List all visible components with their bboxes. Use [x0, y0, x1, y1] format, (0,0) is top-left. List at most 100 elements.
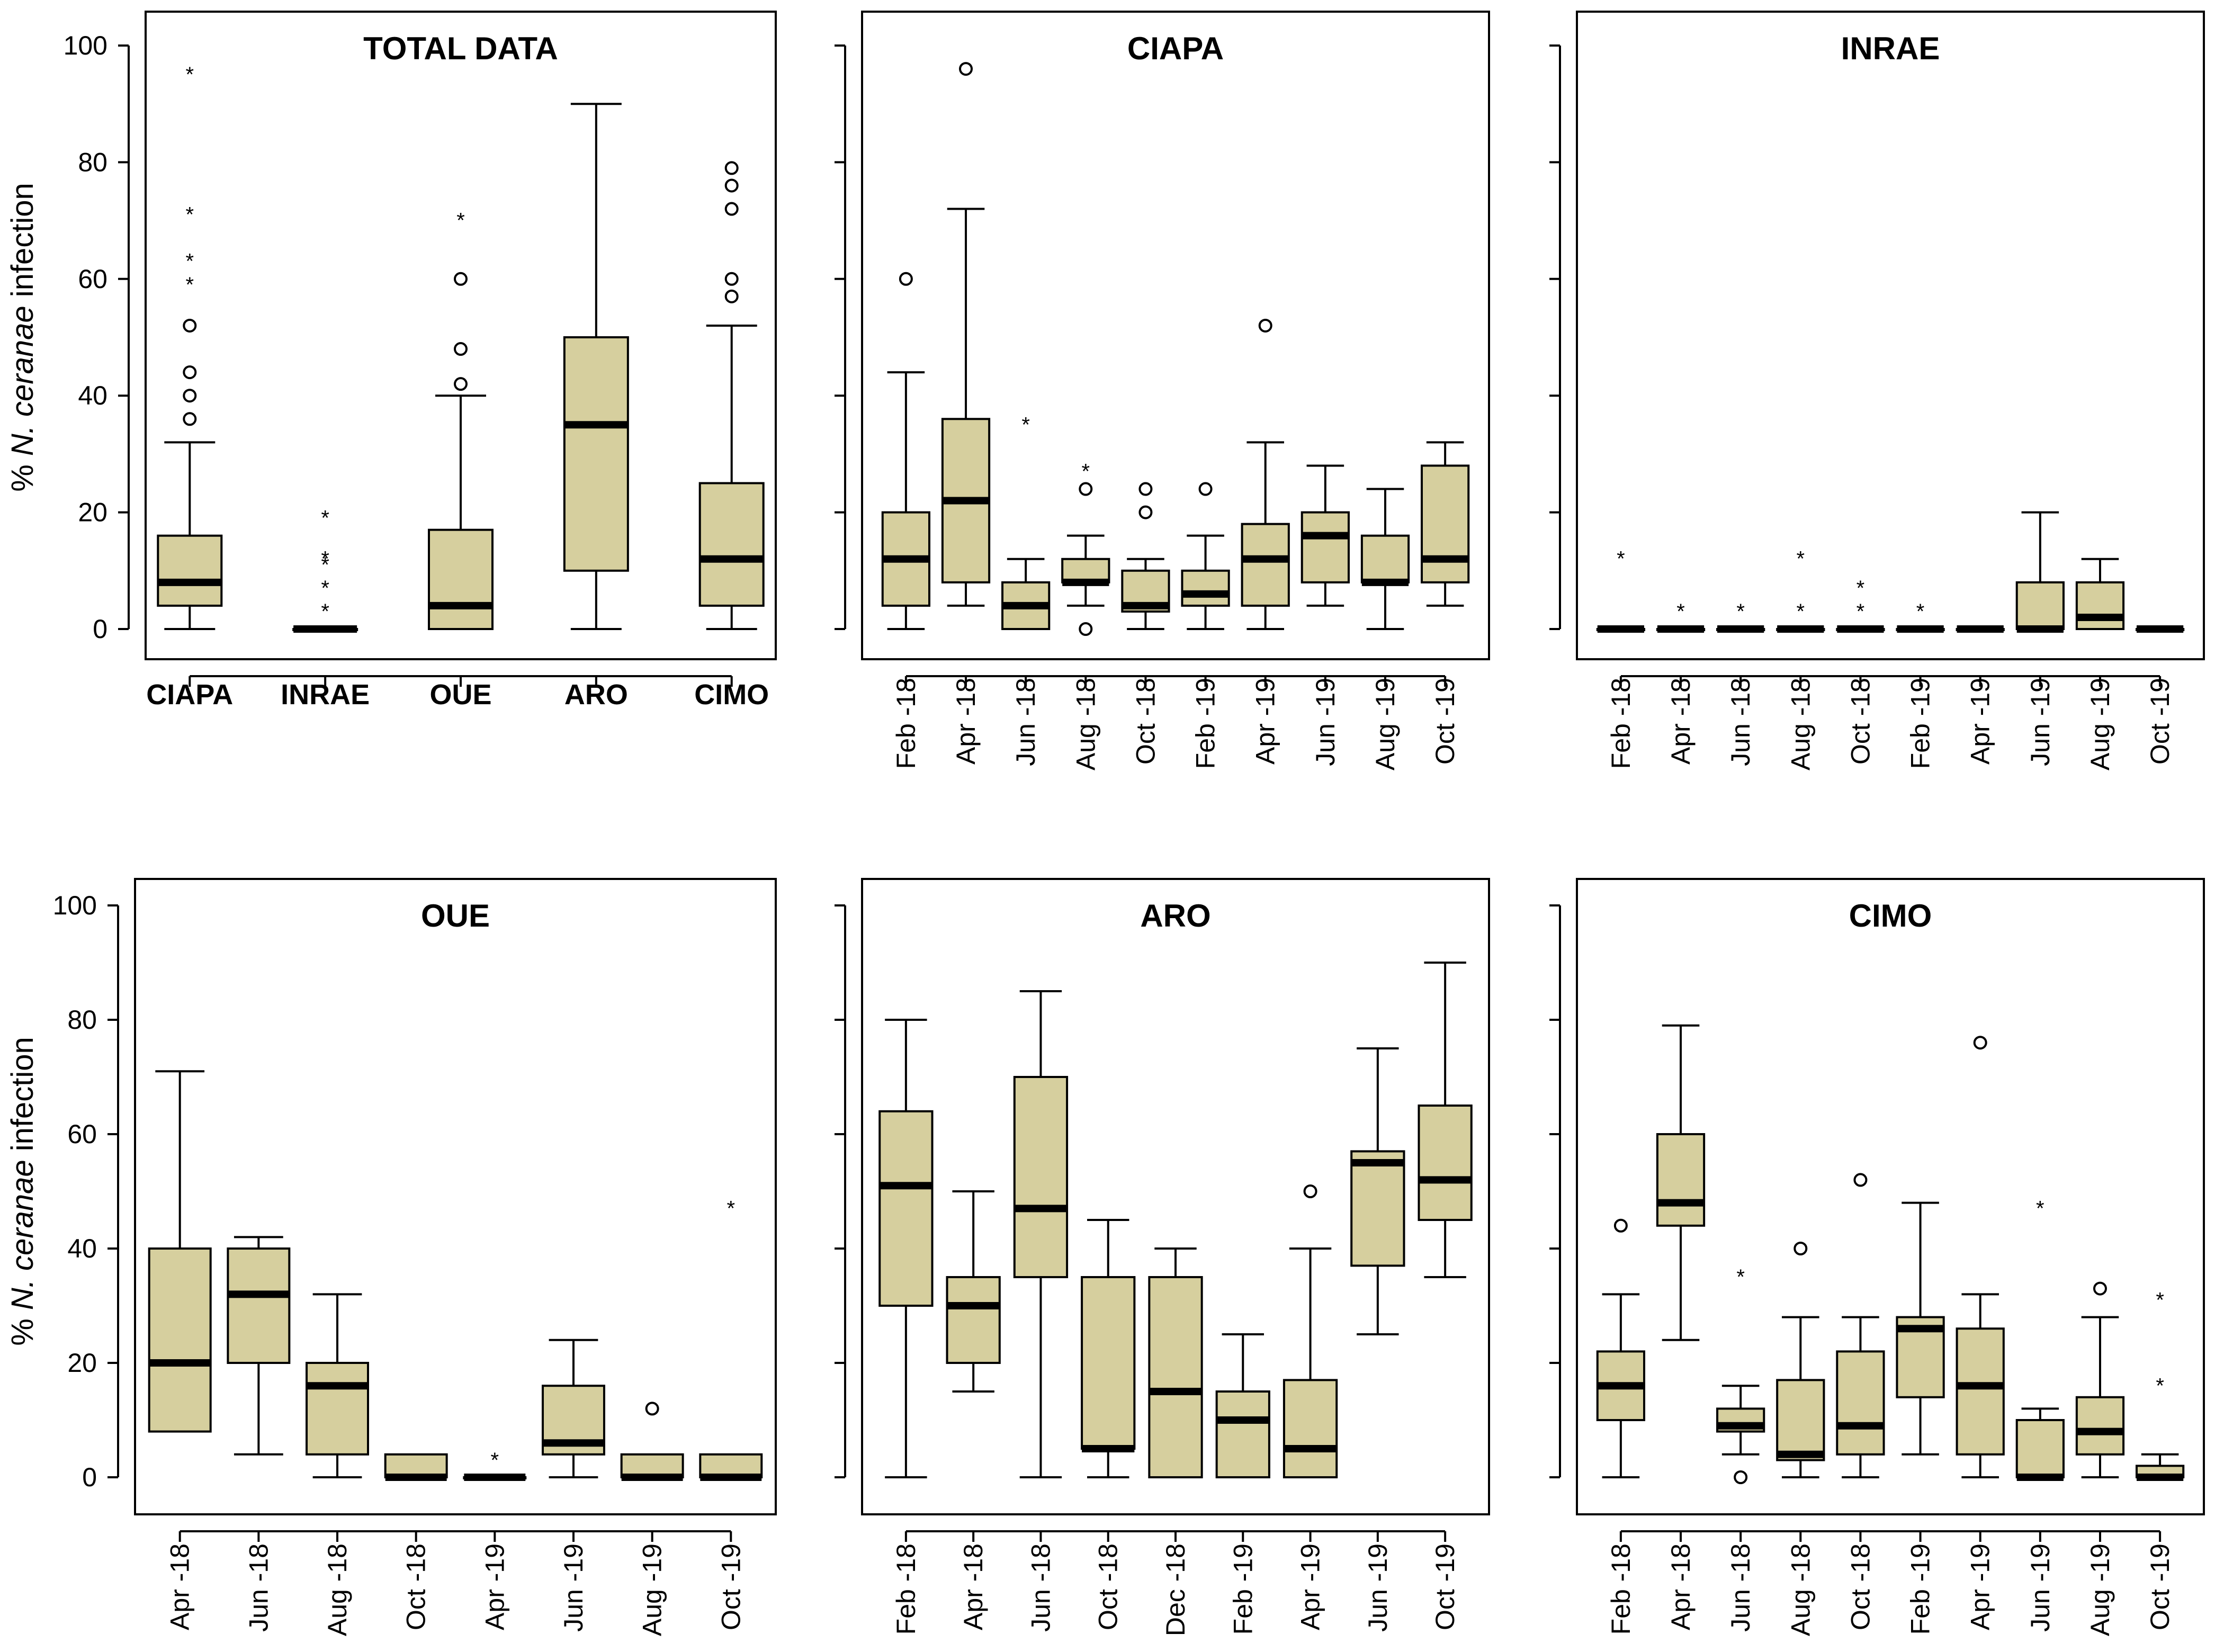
x-tick-label: Feb -19 — [1906, 1543, 1935, 1635]
x-tick-label: Aug -19 — [1370, 678, 1400, 770]
extreme-star: * — [1916, 600, 1925, 623]
outlier-circle — [1613, 1218, 1628, 1233]
y-axis-label-suffix: infection — [5, 1037, 40, 1160]
outlier-circle — [724, 272, 739, 286]
extreme-star: * — [321, 600, 329, 623]
extreme-star: * — [1857, 577, 1865, 600]
box-group: OUE * — [428, 209, 494, 711]
box-group: Jun -19 — [1350, 1047, 1405, 1632]
iqr-box — [878, 1110, 934, 1307]
x-tick-label: Aug -18 — [1786, 1543, 1815, 1636]
x-tick-label: Feb -18 — [891, 1543, 921, 1635]
iqr-box — [563, 336, 629, 572]
extreme-star: * — [186, 273, 194, 297]
x-tick-label: Jun -19 — [2025, 678, 2055, 766]
x-tick-label: Jun -18 — [1026, 1543, 1055, 1632]
extreme-star: * — [186, 63, 194, 86]
x-tick-label: Apr -19 — [1966, 678, 1995, 765]
x-tick-label: Apr -19 — [1966, 1543, 1995, 1630]
iqr-box — [2075, 1396, 2125, 1456]
box-group: CIMO — [694, 161, 769, 711]
plot-frame — [861, 11, 1490, 660]
box-group: CIAPA**** — [146, 63, 233, 711]
chart-title: CIAPA — [1127, 31, 1224, 66]
y-tick-label: 40 — [67, 1234, 97, 1263]
iqr-box — [306, 1362, 369, 1456]
outlier-circle — [724, 289, 739, 303]
x-tick-label: Aug -18 — [322, 1543, 352, 1636]
y-tick-label: 0 — [82, 1462, 97, 1492]
x-tick-label: Oct -18 — [1131, 678, 1160, 765]
x-tick-label: Jun -19 — [559, 1543, 588, 1632]
x-tick-label: Apr -18 — [951, 678, 981, 765]
iqr-box — [698, 482, 765, 607]
box-group: Oct -19 — [2135, 625, 2185, 765]
extreme-star: * — [1736, 1265, 1745, 1289]
y-tick-label: 0 — [93, 614, 107, 644]
x-tick-label: Aug -18 — [1071, 678, 1100, 770]
extreme-star: * — [321, 547, 329, 571]
y-axis-label-suffix: infection — [5, 183, 40, 306]
x-tick-label: OUE — [429, 679, 491, 711]
y-tick-label: 100 — [64, 31, 107, 60]
box-group: Feb -18 * — [1596, 547, 1646, 769]
extreme-star: * — [2156, 1374, 2164, 1397]
chart-title: CIMO — [1849, 898, 1932, 933]
outlier-circle — [183, 365, 197, 380]
x-tick-label: Aug -18 — [1786, 678, 1815, 770]
extreme-star: * — [1021, 413, 1030, 436]
box-group: Oct -18 ** — [1836, 577, 1885, 765]
x-tick-label: Feb -18 — [891, 678, 921, 769]
panel-aro: ARO Feb -18 Apr -18 Jun -18 Oct -18 Dec -18 Fe… — [835, 878, 1490, 1636]
x-tick-label: Apr -18 — [1666, 678, 1696, 765]
x-tick-label: Oct -18 — [1845, 1543, 1875, 1630]
iqr-box — [2015, 1419, 2065, 1478]
outlier-circle — [183, 412, 197, 426]
outlier-circle — [899, 272, 913, 286]
extreme-star: * — [1082, 460, 1090, 483]
x-tick-label: Jun -18 — [1726, 1543, 1755, 1632]
outlier-circle — [724, 178, 739, 193]
iqr-box — [1776, 1379, 1825, 1461]
x-tick-label: Aug -19 — [2085, 678, 2115, 770]
x-tick-label: Apr -19 — [1296, 1543, 1325, 1630]
extreme-star: * — [321, 507, 329, 530]
box-group: Aug -18 * * — [1776, 547, 1825, 770]
y-axis-label-species: N. ceranae — [5, 306, 40, 456]
iqr-box — [1215, 1390, 1270, 1478]
iqr-box — [1656, 1133, 1706, 1227]
box-group: Aug -19 — [620, 1402, 684, 1636]
x-tick-label: Apr -18 — [958, 1543, 988, 1630]
y-axis-label: % N. ceranae infection — [5, 183, 40, 492]
extreme-star: * — [1857, 600, 1865, 623]
x-tick-label: ARO — [564, 679, 628, 711]
box-group: Jun -19 * — [2015, 1197, 2065, 1632]
x-tick-label: Apr -19 — [480, 1543, 509, 1630]
outlier-circle — [1258, 318, 1272, 333]
panel-cimo: CIMO Feb -18 Apr -18 Jun -18 * Aug -18 Oct -18… — [1549, 878, 2205, 1636]
x-tick-label: Feb -19 — [1228, 1543, 1258, 1635]
plot-frame — [134, 878, 777, 1515]
chart-title: ARO — [1140, 898, 1210, 933]
outlier-circle — [1079, 622, 1093, 636]
extreme-star: * — [1676, 600, 1685, 623]
extreme-star: * — [727, 1197, 736, 1220]
x-tick-label: Oct -18 — [1845, 678, 1875, 765]
plot-frame — [1576, 11, 2205, 660]
extreme-star: * — [321, 577, 329, 600]
box-group: Apr -18 — [1656, 1024, 1706, 1630]
box-group: Jun -19 — [542, 1339, 605, 1632]
extreme-star: * — [321, 553, 329, 577]
box-group: Apr -18 * — [1656, 600, 1706, 765]
outlier-circle — [454, 272, 468, 286]
box-group: ARO — [563, 103, 629, 711]
x-tick-label: Apr -18 — [1666, 1543, 1696, 1630]
extreme-star: * — [456, 209, 465, 232]
extreme-star: * — [1797, 547, 1805, 571]
extreme-star: * — [186, 203, 194, 227]
iqr-box — [1301, 511, 1350, 583]
box-group: Oct -18 — [384, 1453, 448, 1630]
